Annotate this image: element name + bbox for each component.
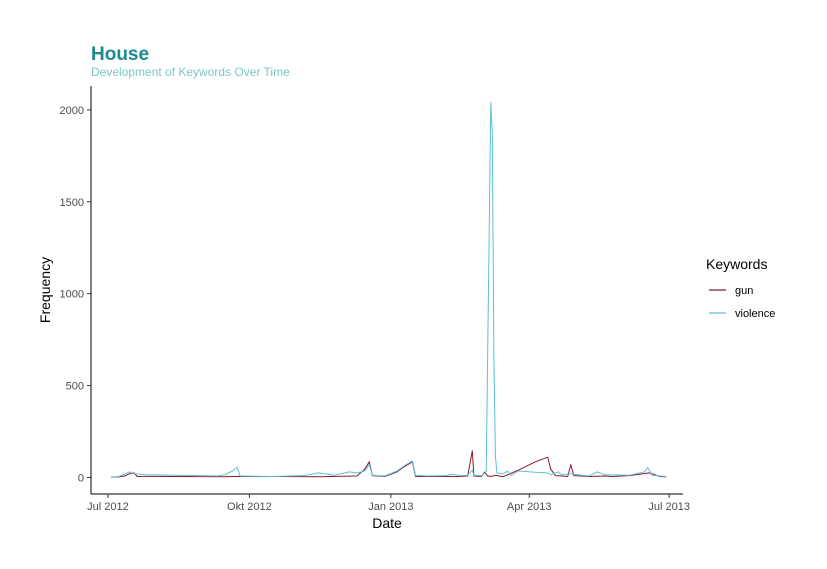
chart-title: House — [91, 44, 149, 65]
x-tick-label: Jan 2013 — [368, 501, 413, 513]
x-tick-label: Jul 2012 — [87, 501, 129, 513]
x-tick-label: Jul 2013 — [648, 501, 690, 513]
plot-area — [110, 102, 667, 478]
y-tick-label: 500 — [66, 381, 84, 393]
legend-label-gun: gun — [735, 285, 753, 297]
legend-label-violence: violence — [735, 308, 775, 320]
x-axis-title: Date — [372, 515, 402, 531]
y-tick-label: 2000 — [60, 105, 84, 117]
y-tick-label: 1500 — [60, 197, 84, 209]
y-axis-ticks: 0 500 1000 1500 2000 — [60, 105, 91, 484]
legend-title: Keywords — [706, 256, 767, 272]
series-line-gun — [110, 450, 667, 478]
y-tick-label: 1000 — [60, 289, 84, 301]
legend: Keywords gun violence — [706, 256, 775, 320]
y-tick-label: 0 — [78, 472, 84, 484]
x-axis-ticks: Jul 2012 Okt 2012 Jan 2013 Apr 2013 Jul 2013 — [87, 494, 690, 513]
x-tick-label: Apr 2013 — [507, 501, 552, 513]
y-axis-title: Frequency — [37, 257, 53, 323]
chart-subtitle: Development of Keywords Over Time — [91, 65, 290, 79]
series-line-violence — [110, 102, 667, 478]
x-tick-label: Okt 2012 — [227, 501, 272, 513]
